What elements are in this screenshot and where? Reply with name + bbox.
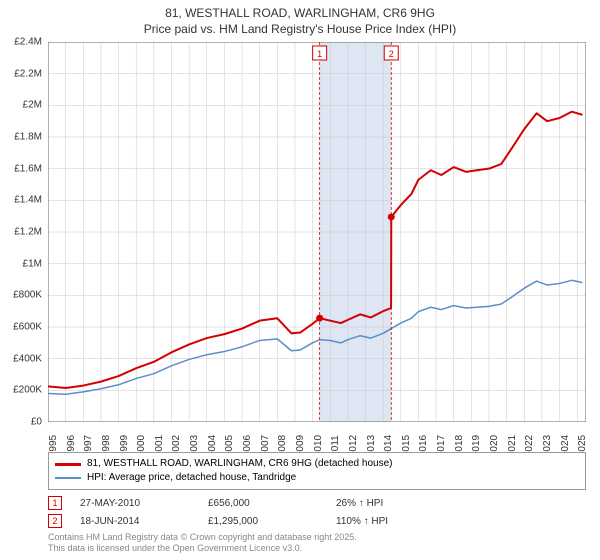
chart-container: 81, WESTHALL ROAD, WARLINGHAM, CR6 9HG P… <box>0 0 600 560</box>
chart-title: 81, WESTHALL ROAD, WARLINGHAM, CR6 9HG P… <box>0 0 600 37</box>
y-tick-label: £400K <box>13 353 42 364</box>
y-tick-label: £2.2M <box>14 68 42 79</box>
sale-price: £1,295,000 <box>208 516 318 527</box>
y-tick-label: £1M <box>23 258 42 269</box>
sale-date: 18-JUN-2014 <box>80 516 190 527</box>
sale-marker-icon: 1 <box>48 496 62 510</box>
legend-swatch-2 <box>55 477 81 479</box>
sale-delta: 110% ↑ HPI <box>336 516 436 527</box>
footer-line-2: This data is licensed under the Open Gov… <box>48 543 357 554</box>
legend: 81, WESTHALL ROAD, WARLINGHAM, CR6 9HG (… <box>48 452 586 490</box>
y-tick-label: £2M <box>23 100 42 111</box>
y-axis: £0£200K£400K£600K£800K£1M£1.2M£1.4M£1.6M… <box>0 42 46 422</box>
sale-row: 1 27-MAY-2010 £656,000 26% ↑ HPI <box>48 494 586 512</box>
y-tick-label: £0 <box>31 417 42 428</box>
sale-date: 27-MAY-2010 <box>80 498 190 509</box>
sale-delta: 26% ↑ HPI <box>336 498 436 509</box>
svg-text:2: 2 <box>389 49 394 59</box>
legend-swatch-1 <box>55 463 81 466</box>
legend-row-1: 81, WESTHALL ROAD, WARLINGHAM, CR6 9HG (… <box>55 457 579 471</box>
legend-label-2: HPI: Average price, detached house, Tand… <box>87 471 296 485</box>
plot-svg: 12 <box>48 42 586 422</box>
y-tick-label: £600K <box>13 322 42 333</box>
svg-text:1: 1 <box>317 49 322 59</box>
y-tick-label: £1.4M <box>14 195 42 206</box>
sale-price: £656,000 <box>208 498 318 509</box>
plot-area: 12 <box>48 42 586 422</box>
x-axis: 1995199619971998199920002001200220032004… <box>48 422 586 450</box>
sales-table: 1 27-MAY-2010 £656,000 26% ↑ HPI 2 18-JUN-201… <box>48 494 586 530</box>
legend-label-1: 81, WESTHALL ROAD, WARLINGHAM, CR6 9HG (… <box>87 457 392 471</box>
title-line-2: Price paid vs. HM Land Registry's House … <box>0 22 600 38</box>
sale-row: 2 18-JUN-2014 £1,295,000 110% ↑ HPI <box>48 512 586 530</box>
y-tick-label: £800K <box>13 290 42 301</box>
y-tick-label: £1.6M <box>14 163 42 174</box>
footer: Contains HM Land Registry data © Crown c… <box>48 532 357 554</box>
y-tick-label: £1.8M <box>14 132 42 143</box>
y-tick-label: £2.4M <box>14 37 42 48</box>
sale-marker-icon: 2 <box>48 514 62 528</box>
footer-line-1: Contains HM Land Registry data © Crown c… <box>48 532 357 543</box>
legend-row-2: HPI: Average price, detached house, Tand… <box>55 471 579 485</box>
y-tick-label: £1.2M <box>14 227 42 238</box>
y-tick-label: £200K <box>13 385 42 396</box>
title-line-1: 81, WESTHALL ROAD, WARLINGHAM, CR6 9HG <box>0 6 600 22</box>
